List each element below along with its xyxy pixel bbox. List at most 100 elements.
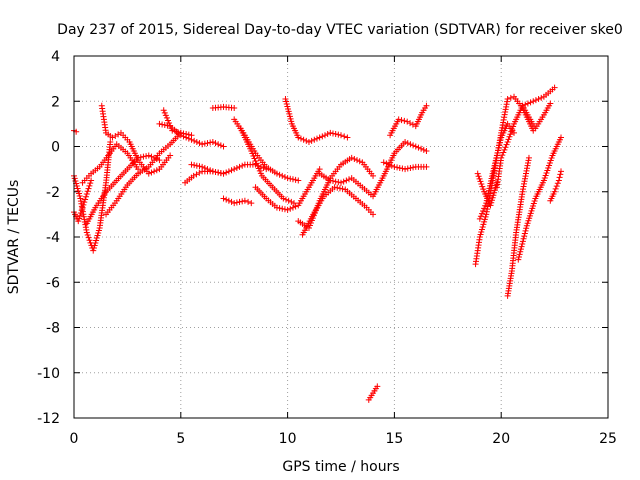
data-point: [228, 167, 235, 174]
data-point: [316, 134, 323, 141]
data-point: [177, 129, 184, 136]
data-point: [407, 120, 414, 127]
data-point: [409, 121, 416, 128]
data-point: [524, 100, 531, 107]
data-point: [169, 127, 176, 134]
series-arc-07: [103, 129, 184, 218]
data-point: [481, 216, 488, 223]
data-point: [509, 126, 516, 133]
data-point: [153, 167, 160, 174]
series-arc-30: [519, 100, 554, 132]
data-point: [489, 170, 496, 177]
data-point: [289, 204, 296, 211]
data-point: [399, 165, 406, 172]
series-arc-05: [98, 102, 174, 177]
data-point: [478, 180, 485, 187]
data-point: [140, 153, 147, 160]
data-point: [295, 134, 302, 141]
data-point: [83, 191, 90, 198]
data-point: [135, 154, 142, 161]
data-point: [553, 183, 560, 190]
data-point: [204, 166, 211, 173]
data-point: [332, 131, 339, 138]
data-point: [423, 102, 430, 109]
series-arc-04: [79, 141, 142, 186]
data-point: [407, 164, 414, 171]
data-point: [287, 205, 294, 212]
data-point: [481, 218, 488, 225]
data-point: [145, 152, 152, 159]
y-tick-label: -2: [46, 185, 60, 201]
data-point: [281, 174, 288, 181]
data-point: [92, 240, 99, 247]
data-point: [348, 154, 355, 161]
data-point: [300, 136, 307, 143]
data-point: [522, 227, 529, 234]
data-point: [172, 128, 179, 135]
data-point: [86, 182, 93, 189]
data-point: [410, 142, 417, 149]
data-point: [87, 180, 94, 187]
data-point: [498, 154, 505, 161]
data-point: [492, 157, 499, 164]
data-point: [297, 135, 304, 142]
data-point: [327, 177, 334, 184]
data-point: [502, 144, 509, 151]
data-point: [84, 188, 91, 195]
data-point: [292, 203, 299, 210]
data-point: [356, 158, 363, 165]
data-point: [236, 163, 243, 170]
data-point: [556, 174, 563, 181]
data-point: [557, 171, 564, 178]
data-point: [77, 210, 84, 217]
data-point: [156, 120, 163, 127]
data-point: [148, 169, 155, 176]
data-point: [391, 163, 398, 170]
data-point: [220, 143, 227, 150]
x-tick-label: 20: [492, 431, 510, 447]
data-point: [279, 172, 286, 179]
data-point: [115, 131, 122, 138]
data-point: [107, 138, 114, 145]
data-point: [164, 117, 171, 124]
series-arc-19: [299, 184, 377, 238]
data-point: [207, 139, 214, 146]
data-point: [291, 200, 298, 207]
data-point: [507, 131, 514, 138]
data-point: [282, 196, 289, 203]
data-point: [522, 101, 529, 108]
data-point: [499, 152, 506, 159]
data-point: [191, 137, 198, 144]
data-point: [204, 140, 211, 147]
data-point: [474, 170, 481, 177]
series-arc-16: [252, 166, 323, 213]
data-point: [201, 140, 208, 147]
data-point: [517, 246, 524, 253]
data-point: [527, 99, 534, 106]
data-point: [276, 205, 283, 212]
data-point: [228, 198, 235, 205]
data-point: [495, 147, 502, 154]
data-point: [73, 182, 80, 189]
data-point: [273, 204, 280, 211]
data-point: [90, 247, 97, 254]
data-point: [555, 177, 562, 184]
data-point: [370, 172, 377, 179]
data-point: [231, 200, 238, 207]
data-point: [346, 176, 353, 183]
data-point: [196, 169, 203, 176]
data-point: [289, 176, 296, 183]
data-point: [500, 149, 507, 156]
data-point: [90, 245, 97, 252]
data-point: [477, 178, 484, 185]
data-point: [93, 235, 100, 242]
x-tick-label: 0: [70, 431, 79, 447]
data-point: [148, 153, 155, 160]
x-tick-label: 25: [599, 431, 617, 447]
data-point: [168, 125, 175, 132]
data-point: [558, 168, 565, 175]
data-point: [521, 230, 528, 237]
data-markers: [71, 84, 565, 403]
data-point: [199, 141, 206, 148]
